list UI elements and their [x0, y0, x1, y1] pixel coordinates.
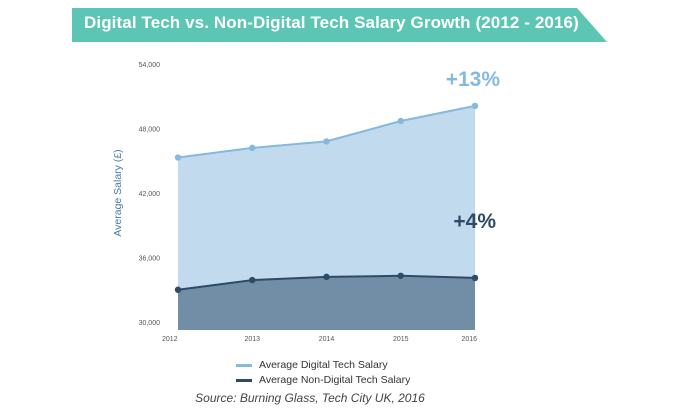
y-tick-label-42000: 42,000	[139, 191, 161, 198]
x-axis-ticks: 2012 2013 2014 2015 2016	[162, 336, 477, 343]
x-tick-label-2014: 2014	[319, 336, 335, 343]
point-digital-2014	[323, 138, 329, 144]
point-non-digital-2014	[323, 274, 329, 280]
point-digital-2015	[398, 118, 404, 124]
legend-swatch-digital	[236, 364, 252, 367]
y-tick-label-48000: 48,000	[139, 127, 161, 134]
y-axis-ticks: 30,000 36,000 42,000 48,000 54,000	[139, 62, 161, 327]
x-tick-label-2012: 2012	[162, 336, 178, 343]
x-tick-label-2015: 2015	[393, 336, 409, 343]
point-non-digital-2013	[249, 277, 255, 283]
point-digital-2016	[472, 103, 478, 109]
y-tick-label-54000: 54,000	[139, 62, 161, 69]
y-tick-label-30000: 30,000	[139, 320, 161, 327]
x-tick-label-2013: 2013	[244, 336, 260, 343]
legend-label-non-digital: Average Non-Digital Tech Salary	[259, 374, 410, 386]
annotation-digital: +13%	[446, 68, 501, 91]
legend-label-digital: Average Digital Tech Salary	[259, 359, 388, 371]
point-non-digital-2012	[175, 287, 181, 293]
source-note: Source: Burning Glass, Tech City UK, 201…	[0, 391, 620, 405]
point-non-digital-2015	[398, 273, 404, 279]
y-tick-label-36000: 36,000	[139, 256, 161, 263]
legend-swatch-non-digital	[236, 379, 252, 382]
x-tick-label-2016: 2016	[461, 336, 477, 343]
legend-item-non-digital: Average Non-Digital Tech Salary	[236, 373, 410, 387]
point-digital-2013	[249, 145, 255, 151]
point-non-digital-2016	[472, 275, 478, 281]
annotation-non-digital: +4%	[453, 210, 496, 233]
legend-item-digital: Average Digital Tech Salary	[236, 358, 388, 372]
y-axis-label: Average Salary (£)	[112, 149, 124, 236]
point-digital-2012	[175, 154, 181, 160]
